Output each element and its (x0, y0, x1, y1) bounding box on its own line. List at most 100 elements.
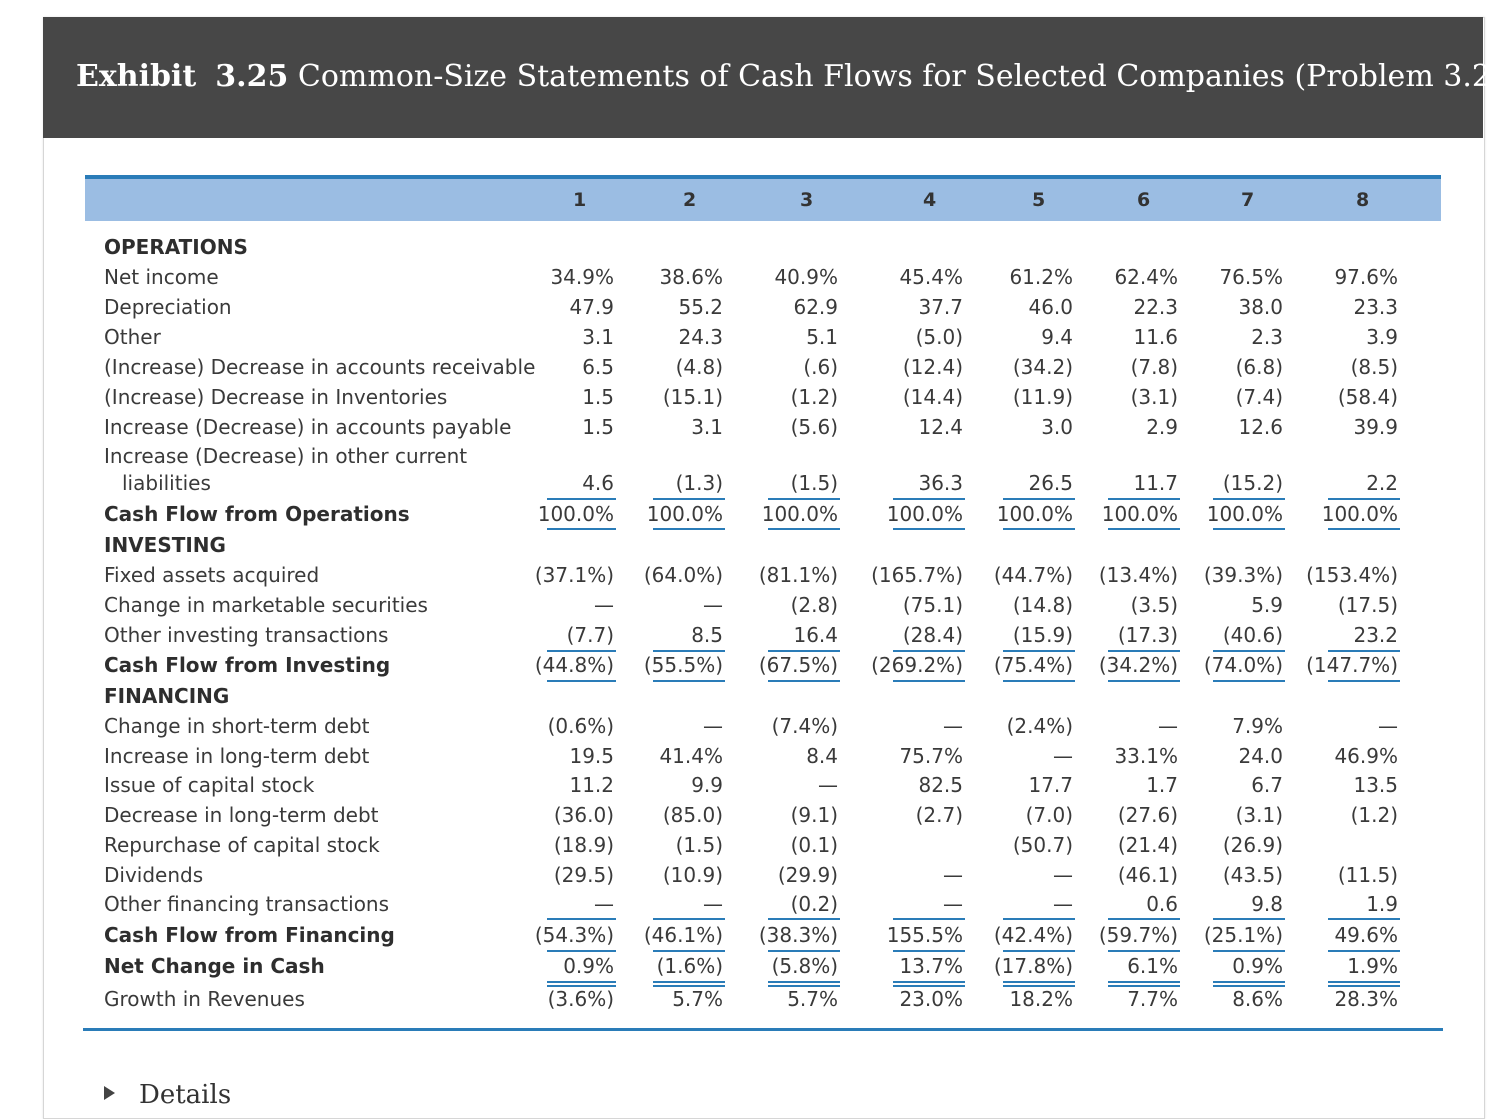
cell-stock-6: 1.7 (1146, 773, 1178, 797)
underline-cfi-4 (893, 680, 965, 682)
exhibit-title: Exhibit 3.25 Common-Size Statements of C… (76, 59, 1492, 94)
cell-cff-8: 49.6% (1334, 923, 1398, 947)
row-label-std: Change in short-term debt (104, 714, 370, 738)
cell-stock-2: 9.9 (691, 773, 723, 797)
cell-ltd-2: 41.4% (659, 744, 723, 768)
cell-ofin-5: — (1053, 892, 1073, 916)
underline-cfo-8 (1328, 528, 1400, 530)
underline-ocl-8 (1328, 498, 1400, 500)
cell-decltd-3: (9.1) (790, 803, 838, 827)
underline-net-b-2 (653, 985, 725, 987)
cell-repurch-3: (0.1) (790, 833, 838, 857)
row-label-depreciation: Depreciation (104, 295, 232, 319)
cell-inv-2: (15.1) (662, 385, 723, 409)
cell-cfi-2: (55.5%) (643, 653, 723, 677)
cell-oinv-3: 16.4 (793, 623, 838, 647)
section-financing: FINANCING (104, 684, 230, 708)
cell-repurch-7: (26.9) (1222, 833, 1283, 857)
underline-cfo-2 (653, 528, 725, 530)
expand-triangle-icon (104, 1086, 115, 1100)
section-investing: INVESTING (104, 533, 226, 557)
underline-ocl-2 (653, 498, 725, 500)
row-label-mktsec: Change in marketable securities (104, 593, 428, 617)
cell-inv-1: 1.5 (582, 385, 614, 409)
underline-ofin-3 (768, 918, 840, 920)
underline-net-a-2 (653, 981, 725, 983)
cell-cff-2: (46.1%) (643, 923, 723, 947)
underline-cff-1 (547, 950, 616, 952)
cell-net-7: 0.9% (1232, 954, 1283, 978)
cell-stock-7: 6.7 (1251, 773, 1283, 797)
cell-net-8: 1.9% (1347, 954, 1398, 978)
cell-std-5: (2.4%) (1006, 714, 1073, 738)
underline-net-b-1 (547, 985, 616, 987)
cell-fixed-2: (64.0%) (643, 563, 723, 587)
cell-growth-7: 8.6% (1232, 987, 1283, 1011)
row-label-net: Net Change in Cash (104, 954, 325, 978)
cell-ocl-7: (15.2) (1222, 471, 1283, 495)
underline-cff-2 (653, 950, 725, 952)
cell-std-2: — (703, 714, 723, 738)
cell-cfo-1: 100.0% (537, 502, 614, 526)
cell-net_income-6: 62.4% (1114, 265, 1178, 289)
cell-other-5: 9.4 (1041, 325, 1073, 349)
underline-ofin-4 (893, 918, 965, 920)
cell-ofin-7: 9.8 (1251, 892, 1283, 916)
row-label-cfi: Cash Flow from Investing (104, 653, 391, 677)
cell-ltd-5: — (1053, 744, 1073, 768)
underline-net-b-8 (1328, 985, 1400, 987)
underline-net-a-7 (1213, 981, 1285, 983)
cell-growth-5: 18.2% (1009, 987, 1073, 1011)
row-label-stock: Issue of capital stock (104, 773, 315, 797)
cell-net-4: 13.7% (899, 954, 963, 978)
column-header-7: 7 (1241, 189, 1255, 211)
row-label-other: Other (104, 325, 161, 349)
cell-ar-7: (6.8) (1235, 355, 1283, 379)
underline-cfo-5 (1003, 528, 1075, 530)
cell-ltd-7: 24.0 (1238, 744, 1283, 768)
cell-growth-4: 23.0% (899, 987, 963, 1011)
cell-mktsec-2: — (703, 593, 723, 617)
underline-ofin-2 (653, 918, 725, 920)
cell-ap-3: (5.6) (790, 415, 838, 439)
cell-cfo-2: 100.0% (646, 502, 723, 526)
row-label-inv: (Increase) Decrease in Inventories (104, 385, 448, 409)
cell-ocl-3: (1.5) (790, 471, 838, 495)
cell-div-4: — (943, 863, 963, 887)
details-toggle[interactable]: Details (104, 1080, 231, 1110)
cell-net_income-2: 38.6% (659, 265, 723, 289)
cell-ltd-1: 19.5 (569, 744, 614, 768)
cell-ar-8: (8.5) (1350, 355, 1398, 379)
underline-cfo-7 (1213, 528, 1285, 530)
cell-net-1: 0.9% (563, 954, 614, 978)
cell-growth-1: (3.6%) (547, 987, 614, 1011)
cell-decltd-7: (3.1) (1235, 803, 1283, 827)
cell-fixed-5: (44.7%) (993, 563, 1073, 587)
cell-cfo-3: 100.0% (761, 502, 838, 526)
cell-ar-5: (34.2) (1012, 355, 1073, 379)
cell-std-6: — (1158, 714, 1178, 738)
cell-other-1: 3.1 (582, 325, 614, 349)
cell-cfi-6: (34.2%) (1098, 653, 1178, 677)
cell-div-2: (10.9) (662, 863, 723, 887)
cell-cfo-7: 100.0% (1206, 502, 1283, 526)
underline-net-a-8 (1328, 981, 1400, 983)
cell-depreciation-5: 46.0 (1028, 295, 1073, 319)
cell-net-5: (17.8%) (993, 954, 1073, 978)
cell-cfo-8: 100.0% (1321, 502, 1398, 526)
underline-net-b-3 (768, 985, 840, 987)
cell-div-6: (46.1) (1117, 863, 1178, 887)
underline-cfo-3 (768, 528, 840, 530)
underline-oinv-1 (547, 650, 616, 652)
cell-decltd-4: (2.7) (915, 803, 963, 827)
cell-oinv-7: (40.6) (1222, 623, 1283, 647)
cell-ofin-3: (0.2) (790, 892, 838, 916)
row-label-fixed: Fixed assets acquired (104, 563, 320, 587)
column-header-3: 3 (800, 189, 814, 211)
cell-std-1: (0.6%) (547, 714, 614, 738)
cell-fixed-4: (165.7%) (871, 563, 963, 587)
cell-depreciation-3: 62.9 (793, 295, 838, 319)
cell-ap-7: 12.6 (1238, 415, 1283, 439)
underline-cfi-6 (1108, 680, 1180, 682)
cell-oinv-6: (17.3) (1117, 623, 1178, 647)
